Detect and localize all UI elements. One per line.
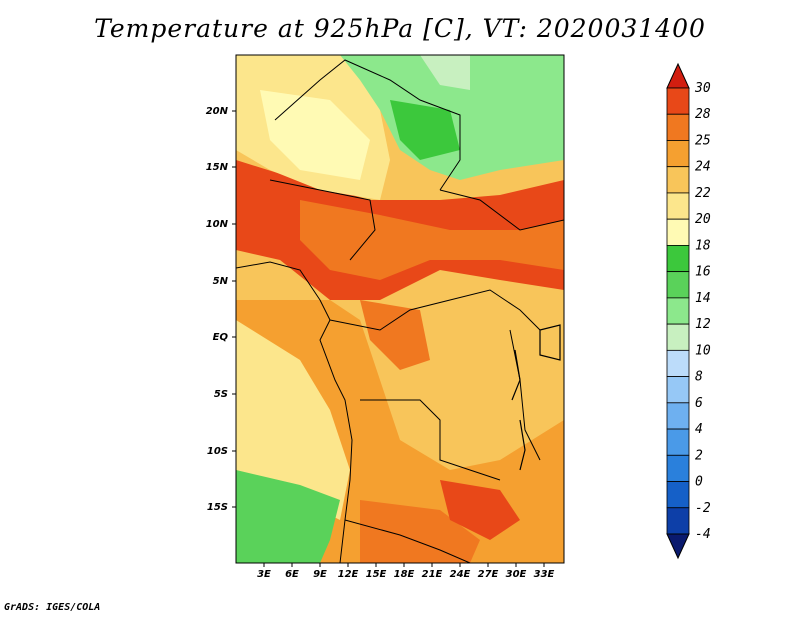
colorbar-top-arrow [666, 62, 690, 89]
field-west-mild [236, 320, 350, 520]
border-north [274, 59, 461, 191]
colorbar-segment [666, 271, 690, 299]
colorbar-label: 30 [694, 81, 711, 96]
colorbar-label: 16 [695, 265, 711, 280]
colorbar-label: 6 [695, 396, 703, 411]
lakes [511, 324, 561, 471]
lon-tick-label: 12E [338, 569, 359, 580]
map-frame [235, 54, 565, 564]
lake-tanganyika-upper [511, 349, 521, 401]
lake-tanganyika-lower [519, 419, 526, 471]
colorbar-segment [666, 192, 690, 220]
lat-tick-label: 5N [213, 276, 229, 287]
colorbar-segment [666, 454, 690, 482]
colorbar-segment [666, 218, 690, 246]
lon-tick-label: 27E [478, 569, 499, 580]
colorbar-label: 20 [695, 212, 711, 227]
lon-tick-label: 24E [450, 569, 471, 580]
border-sudan [439, 189, 564, 231]
lat-tick-label: 15N [206, 162, 229, 173]
colorbar-segment [666, 481, 690, 509]
border-east [509, 329, 541, 461]
lon-tick-label: 6E [285, 569, 299, 580]
field-ne-cool [340, 55, 564, 180]
field-ne-cooler [390, 100, 460, 160]
lake-victoria [539, 324, 561, 361]
lat-tick-label: EQ [213, 332, 229, 343]
colorbar-label: 8 [695, 370, 703, 385]
colorbar-label: 12 [695, 317, 711, 332]
colorbar-label: 28 [695, 107, 711, 122]
colorbar-segment [666, 245, 690, 273]
field-sahara-light [260, 90, 370, 180]
colorbar-label: 25 [695, 133, 711, 148]
colorbar-label: 14 [695, 291, 711, 306]
colorbar-label: 10 [695, 343, 711, 358]
colorbar-segment [666, 376, 690, 404]
lon-tick-label: 21E [422, 569, 443, 580]
colorbar-segment [666, 113, 690, 141]
lat-tick-label: 5S [214, 389, 228, 400]
border-congo-north [329, 289, 541, 331]
borders [236, 59, 564, 563]
colorbar-segment [666, 323, 690, 351]
lat-tick-label: 15S [207, 502, 228, 513]
colorbar-segment [666, 402, 690, 430]
field-sahel-warm [300, 200, 564, 280]
field-south-hot [360, 500, 480, 563]
lat-axis: 20N 15N 10N 5N EQ 5S 10S 15S [206, 106, 236, 513]
field-south-hotter [440, 480, 520, 540]
colorbar-label: 24 [695, 160, 711, 175]
border-sahel [269, 179, 376, 261]
lon-axis: 3E 6E 9E 12E 15E 18E 21E 24E 27E 30E 33E [257, 563, 555, 580]
colorbar-segment [666, 507, 690, 535]
field-ne-coolest [420, 55, 470, 90]
colorbar-label: 18 [695, 238, 711, 253]
credit-label: GrADS: IGES/COLA [4, 602, 101, 613]
lon-tick-label: 18E [394, 569, 415, 580]
border-congo-south [360, 399, 501, 481]
colorbar-label: 4 [695, 422, 703, 437]
map-title: Temperature at 925hPa [C], VT: 202003140… [94, 14, 706, 43]
lat-tick-label: 20N [206, 106, 229, 117]
lat-tick-label: 10N [206, 219, 229, 230]
field-sw-cool [236, 470, 340, 563]
lon-tick-label: 9E [313, 569, 327, 580]
colorbar-segment [666, 166, 690, 194]
colorbar-label: 2 [695, 448, 703, 463]
colorbar-label: 0 [695, 475, 703, 490]
lon-tick-label: 3E [257, 569, 271, 580]
field-central-hot [360, 300, 430, 370]
colorbar-segment [666, 297, 690, 325]
coastline-west [236, 261, 353, 563]
lon-tick-label: 33E [534, 569, 555, 580]
colorbar-segment [666, 428, 690, 456]
lon-tick-label: 15E [366, 569, 387, 580]
border-south [344, 519, 471, 563]
lat-tick-label: 10S [207, 446, 228, 457]
colorbar-label: 22 [695, 186, 711, 201]
colorbar-segment [666, 87, 690, 115]
colorbar-segment [666, 349, 690, 377]
colorbar-label: -2 [695, 501, 711, 516]
temperature-field [236, 55, 564, 563]
colorbar-bottom-arrow [666, 533, 690, 560]
colorbar-segment [666, 140, 690, 168]
lon-tick-label: 30E [506, 569, 527, 580]
colorbar-label: -4 [695, 527, 711, 542]
